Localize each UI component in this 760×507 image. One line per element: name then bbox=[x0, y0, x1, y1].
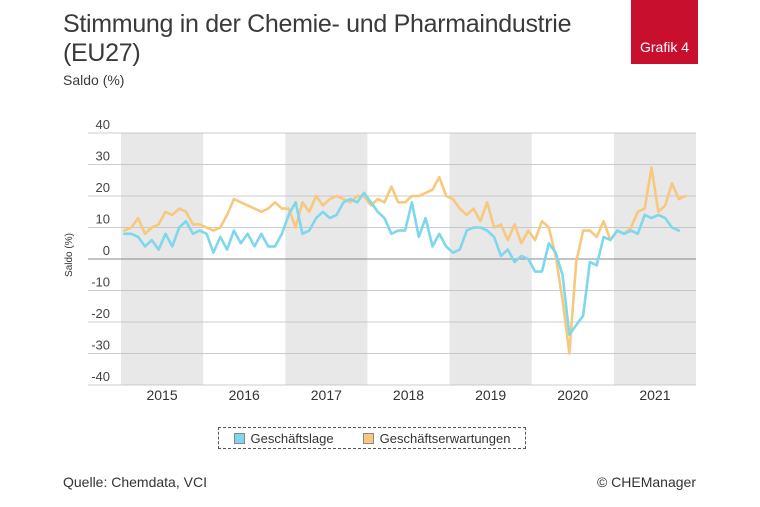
legend-swatch-geschaeftserwartungen bbox=[362, 432, 374, 444]
x-tick-label: 2020 bbox=[557, 387, 588, 403]
copyright-credit: © CHEManager bbox=[596, 474, 696, 490]
source-note: Quelle: Chemdata, VCI bbox=[63, 474, 207, 490]
y-tick-label: 0 bbox=[103, 243, 110, 258]
figure-badge: Grafik 4 bbox=[631, 0, 698, 64]
y-tick-label: 40 bbox=[96, 117, 110, 132]
chart-legend: Geschäftslage Geschäftserwartungen bbox=[218, 427, 526, 449]
series-line-geschaeftslage bbox=[123, 191, 681, 336]
x-tick-label: 2016 bbox=[229, 387, 260, 403]
legend-label-geschaeftserwartungen: Geschäftserwartungen bbox=[379, 430, 511, 446]
legend-item-geschaeftserwartungen: Geschäftserwartungen bbox=[362, 430, 511, 446]
x-tick-label: 2017 bbox=[311, 387, 342, 403]
legend-item-geschaeftslage: Geschäftslage bbox=[233, 430, 334, 446]
x-tick-label: 2021 bbox=[639, 387, 670, 403]
y-axis-label: Saldo (%) bbox=[64, 233, 75, 277]
y-tick-label: -40 bbox=[91, 369, 110, 384]
series-line-geschaeftserwartungen bbox=[123, 166, 688, 355]
figure-badge-label: Grafik 4 bbox=[639, 39, 689, 55]
y-tick-label: -10 bbox=[91, 275, 110, 290]
y-tick-label: 10 bbox=[96, 212, 110, 227]
x-tick-label: 2018 bbox=[393, 387, 424, 403]
legend-label-geschaeftslage: Geschäftslage bbox=[250, 430, 334, 446]
y-tick-label: -20 bbox=[91, 306, 110, 321]
y-tick-label: -30 bbox=[91, 338, 110, 353]
chart-title: Stimmung in der Chemie- und Pharmaindust… bbox=[63, 10, 572, 67]
x-tick-label: 2019 bbox=[475, 387, 506, 403]
legend-swatch-geschaeftslage bbox=[233, 432, 245, 444]
y-tick-label: 30 bbox=[96, 149, 110, 164]
chart-subtitle: Saldo (%) bbox=[63, 72, 125, 88]
x-tick-label: 2015 bbox=[146, 387, 177, 403]
y-tick-label: 20 bbox=[96, 180, 110, 195]
